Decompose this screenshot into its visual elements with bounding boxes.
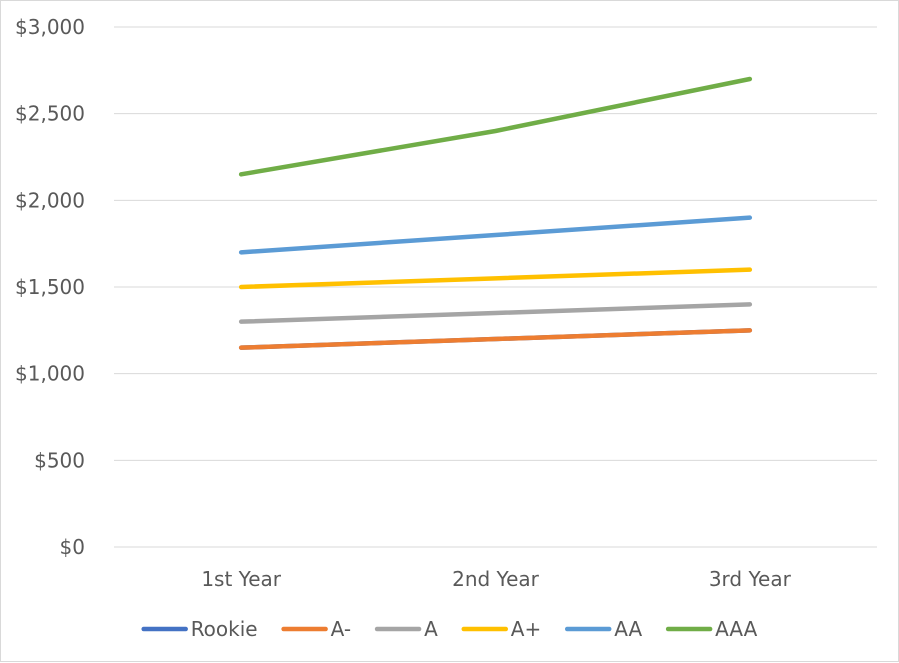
x-tick-label: 3rd Year: [709, 567, 792, 591]
y-tick-label: $0: [60, 535, 85, 559]
legend: Rookie A- A A+ AA AAA: [141, 617, 758, 641]
y-tick-label: $3,000: [15, 15, 85, 39]
y-tick-label: $1,000: [15, 362, 85, 386]
legend-label: A+: [511, 617, 541, 641]
legend-label: Rookie: [191, 617, 258, 641]
legend-item: AAA: [665, 617, 758, 641]
legend-item: AA: [564, 617, 642, 641]
y-tick-label: $2,500: [15, 102, 85, 126]
legend-label: A: [424, 617, 438, 641]
y-tick-label: $1,500: [15, 275, 85, 299]
legend-item: Rookie: [141, 617, 258, 641]
y-tick-label: $500: [34, 448, 85, 472]
y-axis-tick-labels: $0 $500 $1,000 $1,500 $2,000 $2,500 $3,000: [15, 15, 85, 559]
series-line-a-minus: [238, 328, 753, 350]
legend-item: A: [374, 617, 438, 641]
gridlines: [114, 26, 877, 548]
legend-label: AAA: [715, 617, 757, 641]
series-line-a-plus: [238, 267, 753, 290]
series-lines: [238, 76, 753, 350]
x-axis-tick-labels: 1st Year 2nd Year 3rd Year: [201, 567, 791, 591]
legend-label: A-: [331, 617, 351, 641]
series-line-aa: [238, 215, 753, 255]
legend-label: AA: [614, 617, 642, 641]
series-line-aaa: [238, 76, 753, 177]
y-tick-label: $2,000: [15, 188, 85, 212]
x-tick-label: 2nd Year: [452, 567, 540, 591]
legend-item: A+: [461, 617, 541, 641]
legend-item: A-: [281, 617, 351, 641]
x-tick-label: 1st Year: [201, 567, 281, 591]
series-line-a: [238, 302, 753, 324]
